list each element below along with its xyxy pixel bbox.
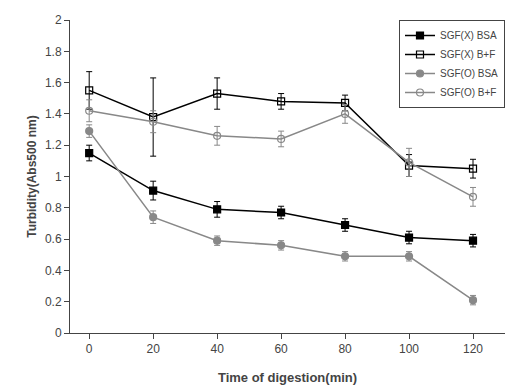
svg-text:0: 0 xyxy=(86,342,93,356)
svg-text:SGF(O) BSA: SGF(O) BSA xyxy=(440,68,498,79)
svg-text:1.8: 1.8 xyxy=(45,45,62,59)
svg-text:120: 120 xyxy=(463,342,483,356)
svg-text:Time of digestion(min): Time of digestion(min) xyxy=(218,370,357,385)
svg-text:SGF(X) B+F: SGF(X) B+F xyxy=(440,49,495,60)
svg-text:0.2: 0.2 xyxy=(45,295,62,309)
svg-text:60: 60 xyxy=(274,342,288,356)
svg-text:SGF(X) BSA: SGF(X) BSA xyxy=(440,30,497,41)
svg-text:2: 2 xyxy=(55,13,62,27)
svg-text:0.4: 0.4 xyxy=(45,264,62,278)
svg-text:1.2: 1.2 xyxy=(45,138,62,152)
svg-text:0.8: 0.8 xyxy=(45,201,62,215)
svg-text:1: 1 xyxy=(55,170,62,184)
svg-text:SGF(O) B+F: SGF(O) B+F xyxy=(440,87,496,98)
svg-text:Turbidity(Abs500 nm): Turbidity(Abs500 nm) xyxy=(25,115,39,237)
svg-text:0.6: 0.6 xyxy=(45,232,62,246)
svg-text:1.6: 1.6 xyxy=(45,76,62,90)
svg-text:20: 20 xyxy=(146,342,160,356)
svg-text:1.4: 1.4 xyxy=(45,107,62,121)
svg-text:80: 80 xyxy=(338,342,352,356)
svg-text:100: 100 xyxy=(399,342,419,356)
svg-text:0: 0 xyxy=(55,326,62,340)
svg-text:40: 40 xyxy=(210,342,224,356)
